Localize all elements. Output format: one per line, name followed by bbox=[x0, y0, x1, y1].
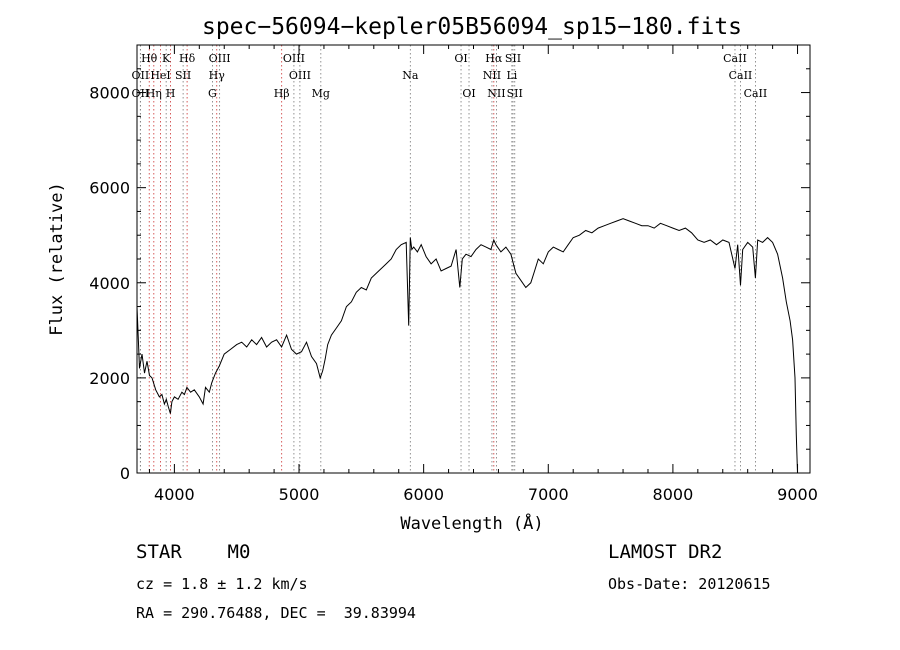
survey-name: LAMOST DR2 bbox=[608, 541, 723, 563]
line-label: K bbox=[162, 52, 171, 65]
chart-title: spec−56094−kepler05B56094_sp15−180.fits bbox=[202, 14, 742, 40]
line-label: NII bbox=[487, 87, 505, 100]
x-tick-label: 9000 bbox=[777, 485, 818, 504]
line-label: CaII bbox=[723, 52, 747, 65]
x-tick-label: 8000 bbox=[653, 485, 694, 504]
line-label: H bbox=[166, 87, 176, 100]
line-label: OII bbox=[132, 87, 150, 100]
line-label: Li bbox=[506, 69, 517, 82]
line-label: OIII bbox=[283, 52, 305, 65]
ra-dec: RA = 290.76488, DEC = 39.83994 bbox=[136, 604, 416, 622]
line-label: OII bbox=[132, 69, 150, 82]
y-tick-label: 2000 bbox=[89, 369, 130, 388]
line-label: Hδ bbox=[179, 52, 196, 65]
line-label: Hβ bbox=[274, 87, 290, 100]
x-tick-label: 6000 bbox=[403, 485, 444, 504]
x-tick-label: 5000 bbox=[279, 485, 320, 504]
y-axis-label: Flux (relative) bbox=[47, 182, 67, 336]
line-label: G bbox=[208, 87, 217, 100]
line-label: OI bbox=[462, 87, 475, 100]
y-tick-label: 8000 bbox=[89, 84, 130, 103]
line-label: OI bbox=[454, 52, 467, 65]
line-label: OIII bbox=[209, 52, 231, 65]
line-label: Na bbox=[402, 69, 419, 82]
line-label: CaII bbox=[729, 69, 753, 82]
line-label: Hγ bbox=[209, 69, 226, 82]
object-class: STAR M0 bbox=[136, 541, 251, 563]
y-tick-label: 4000 bbox=[89, 274, 130, 293]
line-label: Hα bbox=[485, 52, 503, 65]
x-tick-label: 7000 bbox=[528, 485, 569, 504]
x-axis-label: Wavelength (Å) bbox=[400, 512, 543, 534]
line-label: CaII bbox=[744, 87, 768, 100]
y-axis-ticks: 0 2000 4000 6000 8000 bbox=[89, 44, 810, 483]
plot-frame bbox=[136, 44, 811, 474]
line-label: NII bbox=[483, 69, 501, 82]
obs-date: Obs-Date: 20120615 bbox=[608, 575, 771, 593]
line-label: OIII bbox=[289, 69, 311, 82]
x-axis-ticks: 4000 5000 6000 7000 8000 9000 bbox=[148, 45, 818, 504]
emission-line-markers bbox=[139, 45, 756, 473]
line-label: Hθ bbox=[141, 52, 158, 65]
line-label: SII bbox=[175, 69, 191, 82]
spectrum-line bbox=[136, 218, 798, 474]
line-label: Mg bbox=[312, 87, 330, 100]
y-tick-label: 0 bbox=[120, 464, 130, 483]
line-label: SII bbox=[505, 52, 521, 65]
line-label: SII bbox=[507, 87, 523, 100]
line-label: HeI bbox=[150, 69, 170, 82]
y-tick-label: 6000 bbox=[89, 179, 130, 198]
redshift-cz: cz = 1.8 ± 1.2 km/s bbox=[136, 575, 308, 593]
x-tick-label: 4000 bbox=[154, 485, 195, 504]
line-label: Hη bbox=[146, 87, 162, 100]
